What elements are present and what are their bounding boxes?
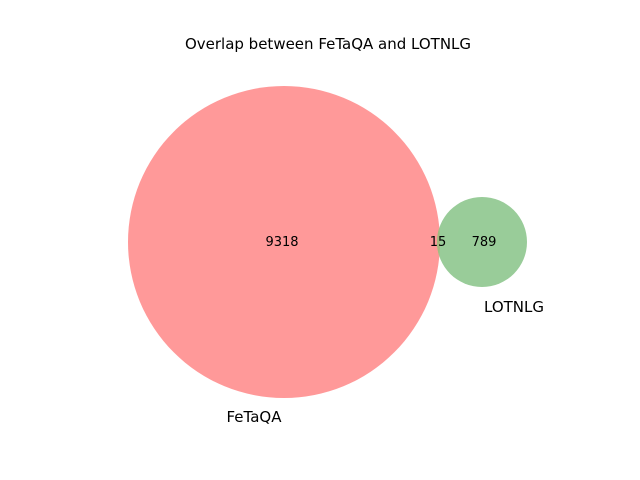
chart-title: Overlap between FeTaQA and LOTNLG	[185, 35, 471, 53]
fetaqa-circle	[128, 86, 440, 398]
fetaqa-only-count: 9318	[265, 235, 298, 250]
lotnlg-set-label: LOTNLG	[484, 298, 544, 316]
intersection-count: 15	[430, 235, 447, 250]
overlap-region	[437, 227, 441, 257]
lotnlg-circle	[437, 197, 527, 287]
lotnlg-only-count: 789	[472, 235, 497, 250]
fetaqa-set-label: FeTaQA	[227, 408, 283, 426]
